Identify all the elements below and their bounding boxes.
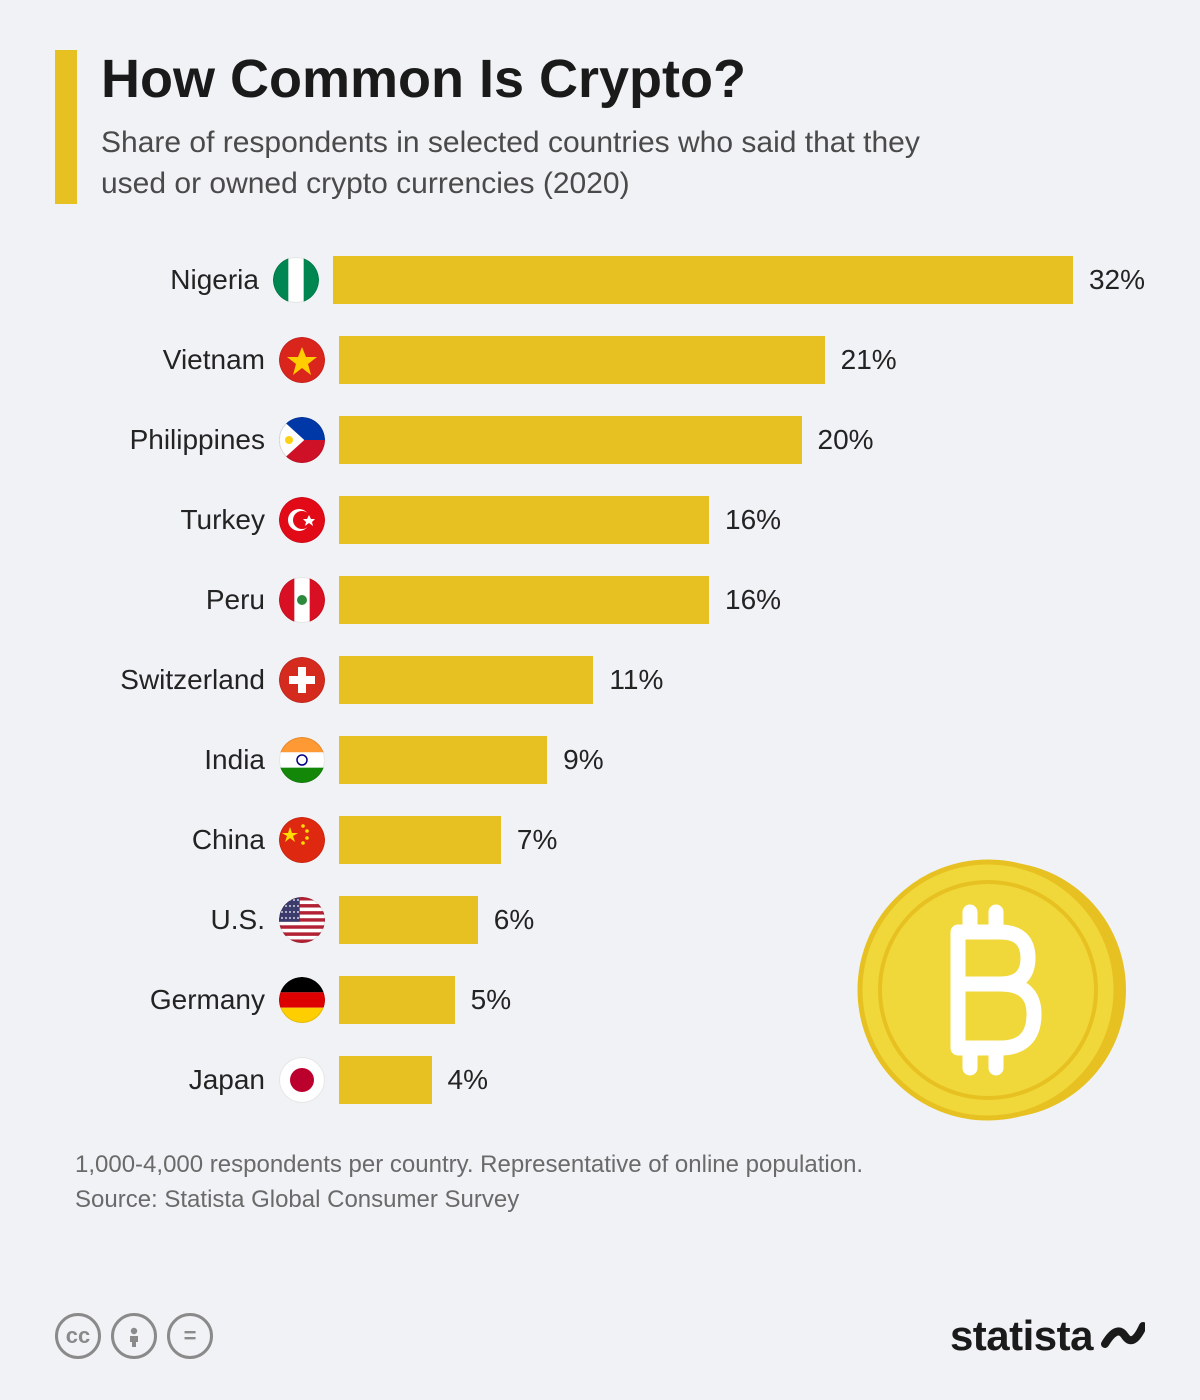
bar [339,816,501,864]
note-line: 1,000-4,000 respondents per country. Rep… [75,1148,1145,1183]
bar-value: 4% [448,1064,488,1096]
flag-icon [279,817,325,863]
bar-value: 7% [517,824,557,856]
flag-icon [279,737,325,783]
license-badges: cc = [55,1313,213,1359]
bar [339,576,709,624]
bar-value: 16% [725,504,781,536]
flag-icon [279,897,325,943]
bar [339,336,825,384]
bar [339,656,593,704]
brand-logo: statista [950,1312,1145,1360]
country-label: Nigeria [170,264,259,296]
country-label: Peru [206,584,265,616]
chart-title: How Common Is Crypto? [101,50,981,109]
flag-icon [279,657,325,703]
chart-subtitle: Share of respondents in selected countri… [101,123,981,204]
country-label: China [192,824,265,856]
by-icon [111,1313,157,1359]
country-label: Turkey [180,504,265,536]
bar-value: 16% [725,584,781,616]
country-label: Vietnam [163,344,265,376]
header: How Common Is Crypto? Share of responden… [55,50,1145,204]
flag-icon [279,497,325,543]
flag-icon [273,257,319,303]
bar-value: 21% [841,344,897,376]
bitcoin-icon [850,850,1130,1130]
bar [339,416,802,464]
bar [339,976,455,1024]
country-label: U.S. [211,904,265,936]
bar [339,1056,432,1104]
bar [333,256,1073,304]
bar-value: 32% [1089,264,1145,296]
country-label: Philippines [130,424,265,456]
chart-row: Switzerland 11% [75,640,1145,720]
chart-notes: 1,000-4,000 respondents per country. Rep… [75,1148,1145,1218]
country-label: Germany [150,984,265,1016]
brand-text: statista [950,1312,1093,1360]
bar-value: 5% [471,984,511,1016]
flag-icon [279,417,325,463]
chart-row: Peru 16% [75,560,1145,640]
country-label: Switzerland [120,664,265,696]
chart-row: Turkey 16% [75,480,1145,560]
bar [339,736,547,784]
cc-icon: cc [55,1313,101,1359]
chart-row: Nigeria 32% [75,240,1145,320]
chart-row: India 9% [75,720,1145,800]
chart-row: Philippines 20% [75,400,1145,480]
bar-value: 20% [818,424,874,456]
bar-value: 9% [563,744,603,776]
accent-bar [55,50,77,204]
flag-icon [279,1057,325,1103]
bar [339,496,709,544]
country-label: Japan [189,1064,265,1096]
bar-value: 11% [609,664,663,696]
flag-icon [279,977,325,1023]
flag-icon [279,577,325,623]
brand-mark-icon [1101,1314,1145,1358]
note-line: Source: Statista Global Consumer Survey [75,1183,1145,1218]
bar [339,896,478,944]
bar-value: 6% [494,904,534,936]
country-label: India [204,744,265,776]
chart-row: Vietnam 21% [75,320,1145,400]
flag-icon [279,337,325,383]
nd-icon: = [167,1313,213,1359]
footer: cc = statista [55,1312,1145,1360]
